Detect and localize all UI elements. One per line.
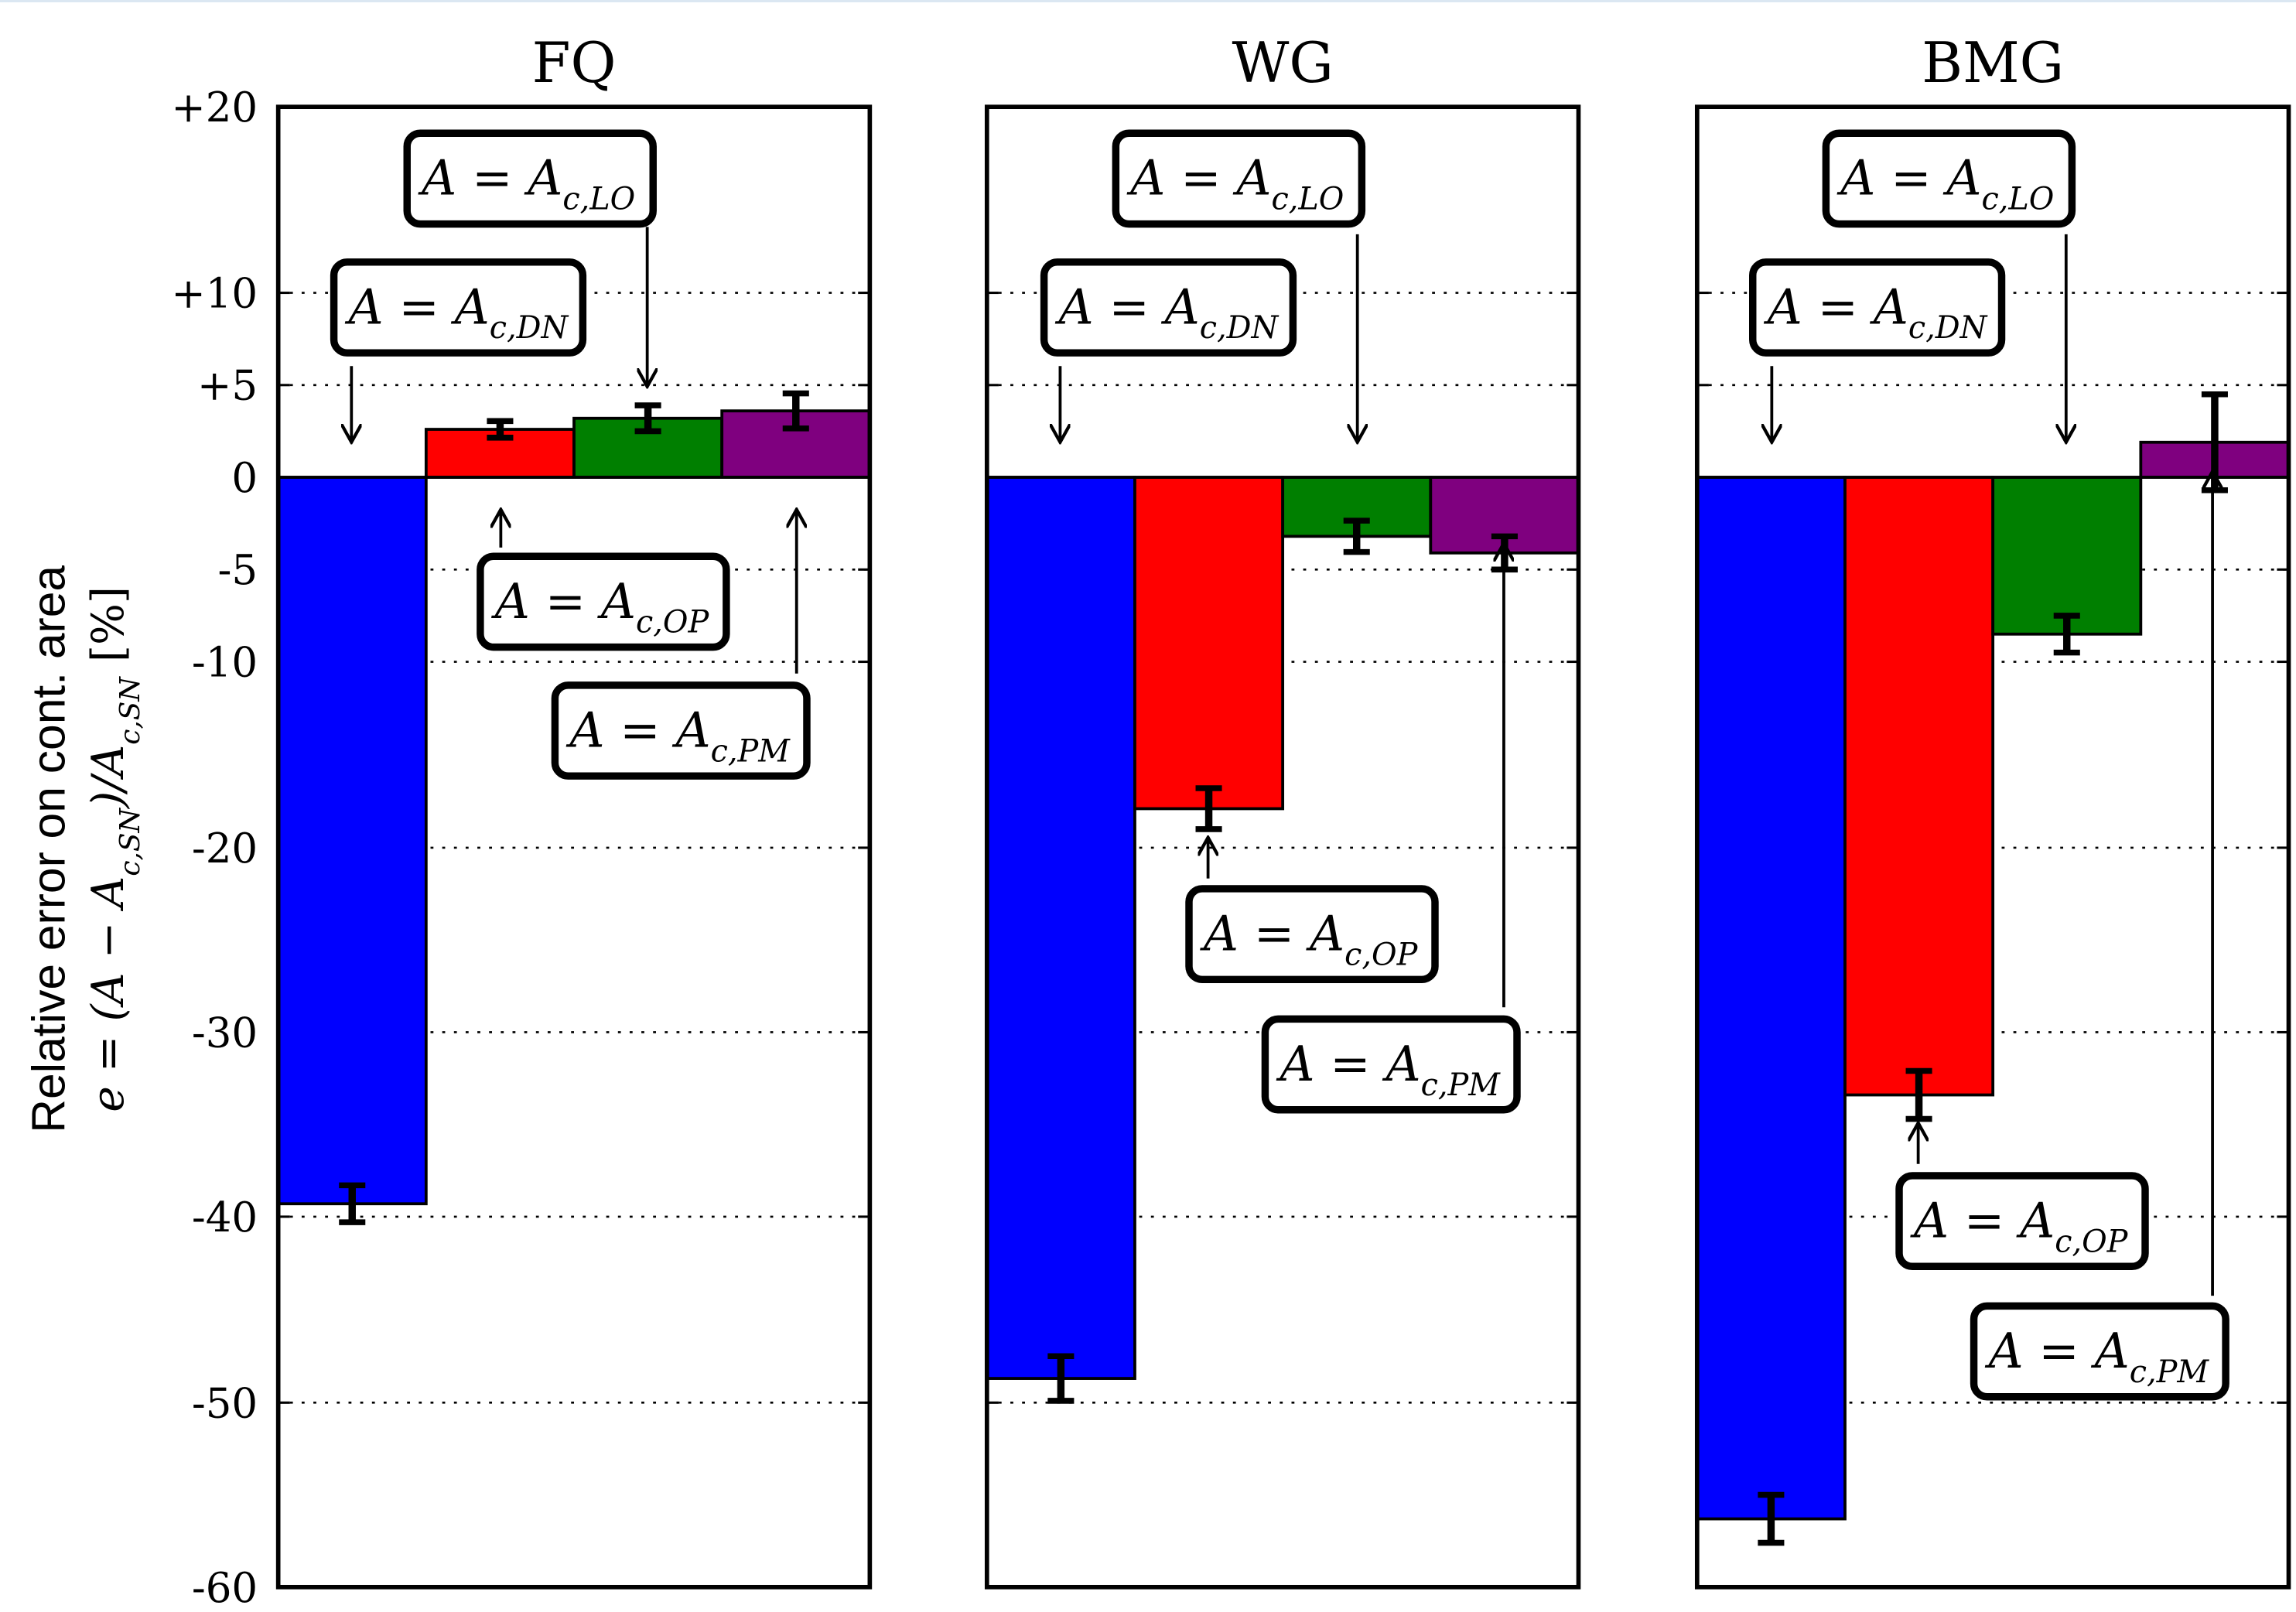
panel-wg: WG A = Ac,DN A = Ac,OP A = Ac,LO A = Ac,PM (984, 30, 1581, 1590)
y-tick-label: -30 (192, 1009, 258, 1057)
annotation-box (1040, 258, 1297, 357)
annotation-label: A = Ac,OP (491, 573, 710, 640)
annotation-label: A = Ac,DN (345, 278, 569, 346)
window-top-border (0, 0, 2296, 2)
annotation-box (477, 552, 730, 651)
annotation-box (1895, 1172, 2149, 1271)
annotation-label: A = Ac,DN (1764, 278, 1988, 346)
bar (985, 476, 1136, 1380)
y-tick-label: +5 (197, 363, 258, 410)
annotation-label: A = Ac,LO (1126, 150, 1344, 217)
annotation-label: A = Ac,PM (565, 702, 791, 769)
bar (276, 476, 428, 1206)
annotation-label: A = Ac,OP (1200, 905, 1419, 972)
bar (1843, 476, 1995, 1097)
y-tick-label: -60 (192, 1565, 258, 1612)
panel-title: WG (1232, 30, 1333, 95)
annotation-box (1112, 129, 1366, 228)
y-tick-label: -10 (192, 639, 258, 686)
panel-frame (275, 104, 873, 1590)
panel-title: FQ (532, 30, 617, 95)
annotation-box (1822, 129, 2076, 228)
annotation-label: A = Ac,LO (1836, 150, 2054, 217)
panel-title: BMG (1922, 30, 2064, 95)
y-tick-label: 0 (231, 455, 258, 502)
y-axis-label-line2: e = (A − Ac,SN)/Ac,SN[%] (83, 586, 146, 1112)
annotation-box (330, 258, 587, 357)
y-tick-label: +10 (171, 270, 258, 317)
y-tick-labels: +20 +10 +5 0 -5 -10 -20 -30 -40 -50 -60 (171, 84, 258, 1612)
chart-panels: FQA = Ac,DNA = Ac,OPA = Ac,LOA = Ac,PMWG… (171, 30, 2291, 1612)
y-axis-label-line1: Relative error on cont. area (22, 565, 74, 1133)
panel-fq: FQ A = Ac,DN A = Ac,OP A = Ac,LO A = Ac,PM (275, 30, 873, 1590)
annotation-box (1970, 1302, 2229, 1401)
annotation-box (1261, 1015, 1521, 1114)
bar (1991, 476, 2143, 636)
panel-bmg: BMG A = Ac,DN A = Ac,OP A = Ac,LO A = Ac,PM (1694, 30, 2291, 1590)
annotation-label: A = Ac,LO (418, 150, 635, 217)
panel-frame (984, 104, 1581, 1590)
bar (1133, 476, 1285, 811)
annotation-box (1749, 258, 2006, 357)
y-tick-label: -5 (218, 547, 258, 594)
annotation-box (1185, 885, 1439, 984)
annotation-box (403, 129, 657, 228)
panel-frame (1694, 104, 2291, 1590)
annotation-label: A = Ac,PM (1276, 1036, 1501, 1103)
y-tick-label: -40 (192, 1194, 258, 1241)
y-tick-label: -20 (192, 825, 258, 873)
annotation-label: A = Ac,DN (1055, 278, 1280, 346)
bar (1695, 476, 1847, 1521)
annotation-label: A = Ac,PM (1984, 1323, 2209, 1390)
annotation-label: A = Ac,OP (1910, 1192, 2129, 1259)
annotation-box (551, 681, 811, 780)
y-tick-label: +20 (171, 84, 258, 131)
y-tick-label: -50 (192, 1380, 258, 1427)
y-axis-label: Relative error on cont. area e = (A − Ac… (22, 565, 145, 1133)
